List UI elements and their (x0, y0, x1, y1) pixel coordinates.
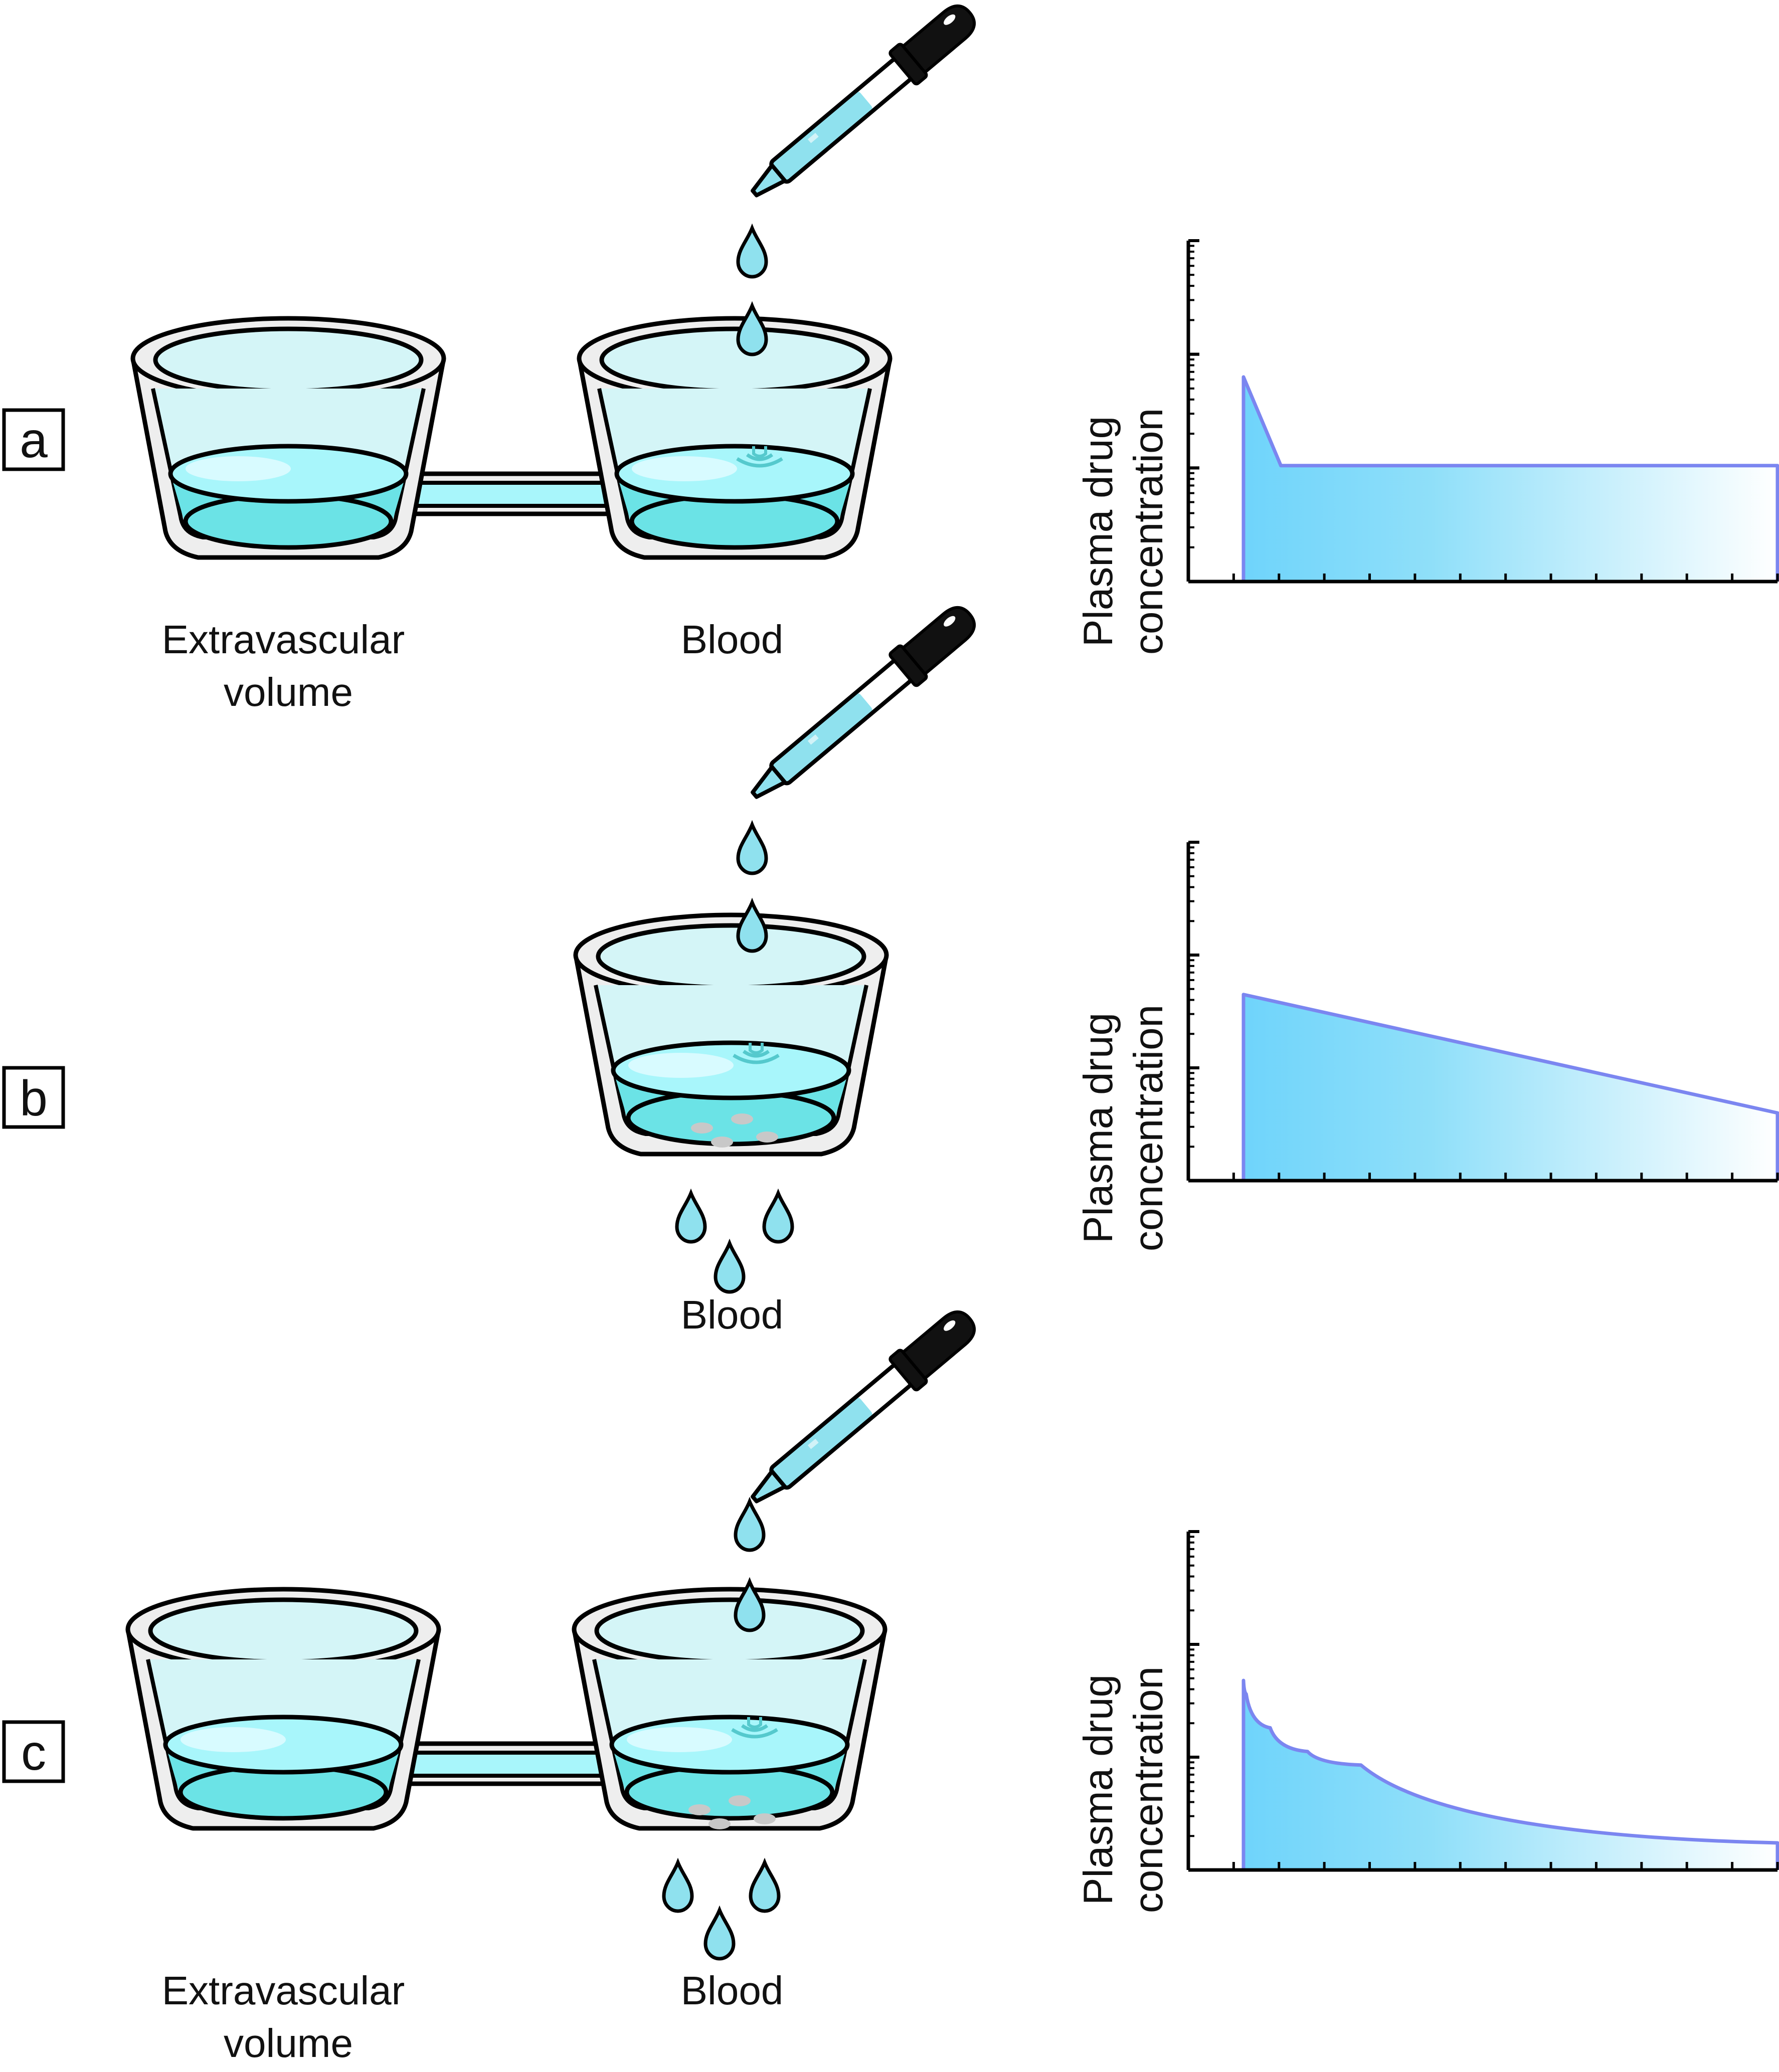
blood-beaker-icon (576, 915, 886, 1154)
concentration-area (1243, 377, 1777, 582)
y-axis-label-line2: concentration (1126, 408, 1171, 655)
drop-icon (736, 1501, 764, 1550)
concentration-curve (1241, 993, 1779, 1181)
y-axis-label-line1: Plasma drug (1076, 1674, 1121, 1905)
panel-c: c Extravascular volume Blood Plasma drug… (2, 1302, 1779, 2065)
chart-c: Plasma drug concentration (1076, 1530, 1779, 1913)
panel-letter-box-b: b (2, 1066, 65, 1129)
y-axis-label-line1: Plasma drug (1076, 416, 1121, 647)
dropper-icon (741, 0, 983, 209)
elimination-drop-icon (677, 1193, 705, 1242)
drop-icon (738, 306, 766, 354)
drop-icon (738, 228, 766, 277)
elimination-drop-icon (751, 1862, 779, 1911)
panel-letter-a: a (20, 412, 48, 468)
blood-label: Blood (681, 617, 784, 662)
elimination-drop-icon (664, 1862, 692, 1911)
blood-beaker-icon (574, 1589, 885, 1828)
y-axis-label-line1: Plasma drug (1076, 1013, 1121, 1243)
panel-letter-box-a: a (2, 408, 65, 471)
blood-beaker-icon (579, 318, 890, 557)
elimination-drop-icon (764, 1193, 792, 1242)
elimination-drop-icon (716, 1243, 744, 1292)
extravascular-label-line2: volume (224, 2021, 353, 2065)
extravascular-label-line1: Extravascular (162, 1968, 405, 2013)
y-axis-label-line2: concentration (1126, 1005, 1171, 1251)
concentration-area (1243, 1680, 1777, 1870)
extravascular-label-line1: Extravascular (162, 617, 405, 662)
blood-label: Blood (681, 1292, 784, 1337)
panel-letter-b: b (20, 1070, 48, 1126)
elimination-drop-icon (705, 1910, 734, 1959)
chart-a: Plasma drug concentration (1076, 239, 1779, 655)
panel-b: b Blood Plasma drug concentration (2, 598, 1779, 1337)
panel-letter-c: c (21, 1725, 46, 1781)
concentration-area (1243, 994, 1777, 1181)
blood-label: Blood (681, 1968, 784, 2013)
concentration-curve (1241, 1678, 1779, 1870)
extravascular-label-line2: volume (224, 670, 353, 714)
chart-b: Plasma drug concentration (1076, 841, 1779, 1251)
extravascular-beaker-icon (133, 318, 444, 557)
panel-letter-box-c: c (2, 1720, 65, 1783)
concentration-curve (1241, 375, 1779, 582)
panel-a: a Extravascular volume Blood Plasma drug… (2, 0, 1779, 714)
y-axis-label-line2: concentration (1126, 1666, 1171, 1913)
extravascular-beaker-icon (128, 1589, 439, 1828)
drop-icon (738, 902, 766, 951)
drop-icon (738, 825, 766, 873)
